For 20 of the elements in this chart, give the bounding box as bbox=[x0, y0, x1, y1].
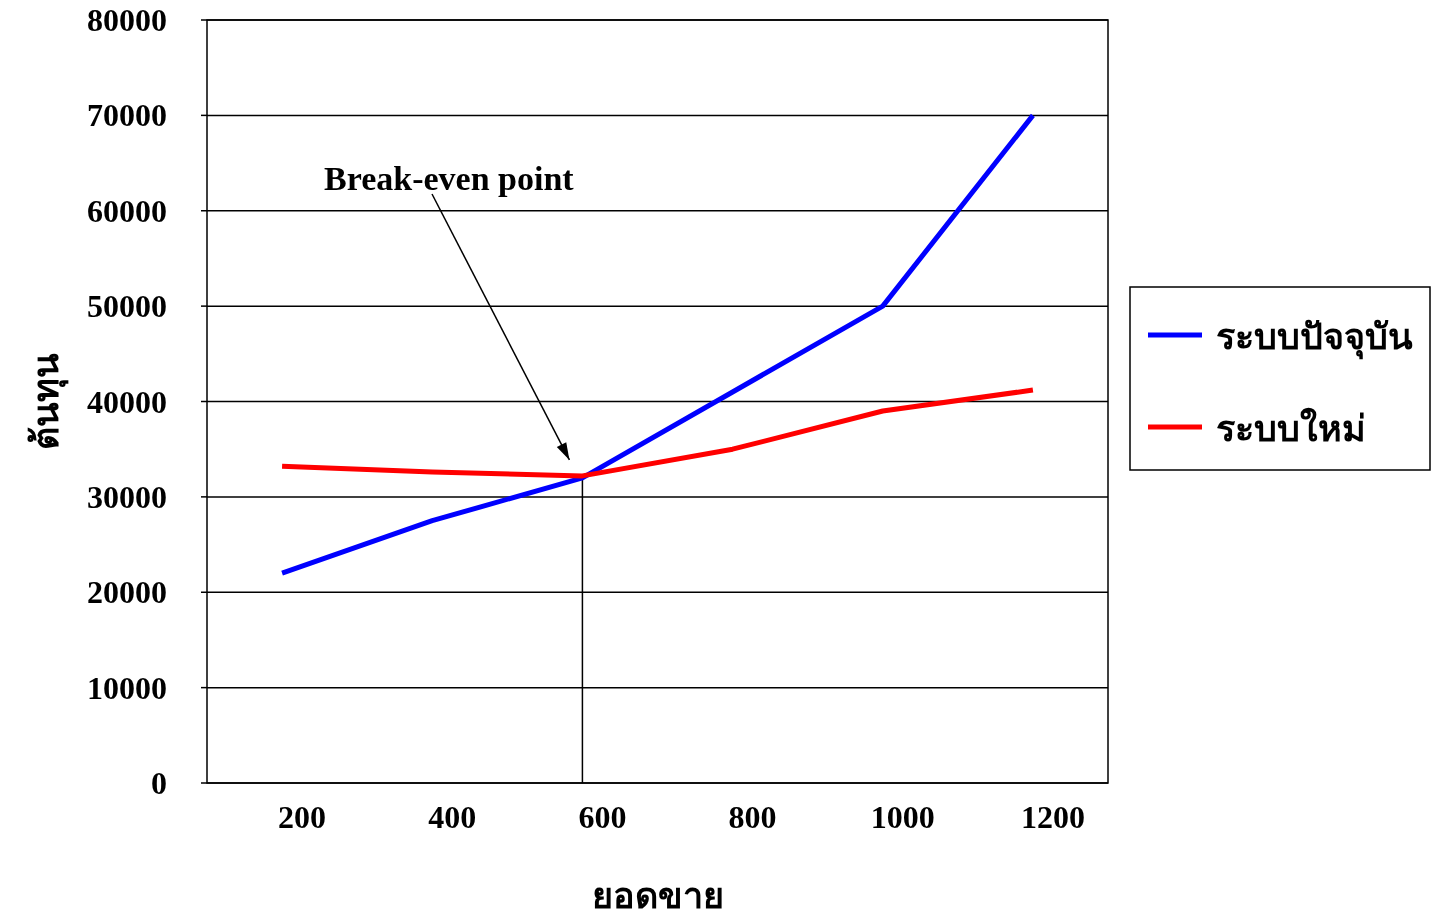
x-tick-label: 600 bbox=[578, 799, 627, 835]
annotation: Break-even point bbox=[324, 160, 575, 197]
x-tick-label: 800 bbox=[728, 799, 777, 835]
y-tick-label: 40000 bbox=[87, 383, 167, 420]
legend-label: ระบบใหม่ bbox=[1216, 407, 1366, 449]
y-tick-label: 70000 bbox=[87, 97, 167, 134]
legend-label: ระบบปัจจุบัน bbox=[1216, 317, 1413, 360]
y-tick-label: 10000 bbox=[87, 669, 167, 706]
y-tick-label: 30000 bbox=[87, 478, 167, 515]
y-tick-label: 80000 bbox=[87, 2, 167, 38]
y-axis-title: ต้นทุน bbox=[26, 353, 69, 450]
x-tick-label: 1000 bbox=[870, 799, 935, 835]
x-axis-title: ยอดขาย bbox=[591, 876, 724, 916]
x-tick-label: 200 bbox=[278, 799, 327, 835]
y-tick-label: 60000 bbox=[87, 192, 167, 229]
x-tick-label: 400 bbox=[428, 799, 477, 835]
y-tick-label: 50000 bbox=[87, 288, 167, 325]
y-tick-label: 0 bbox=[151, 765, 167, 801]
x-tick-label: 1200 bbox=[1020, 799, 1085, 835]
y-tick-label: 20000 bbox=[87, 574, 167, 611]
